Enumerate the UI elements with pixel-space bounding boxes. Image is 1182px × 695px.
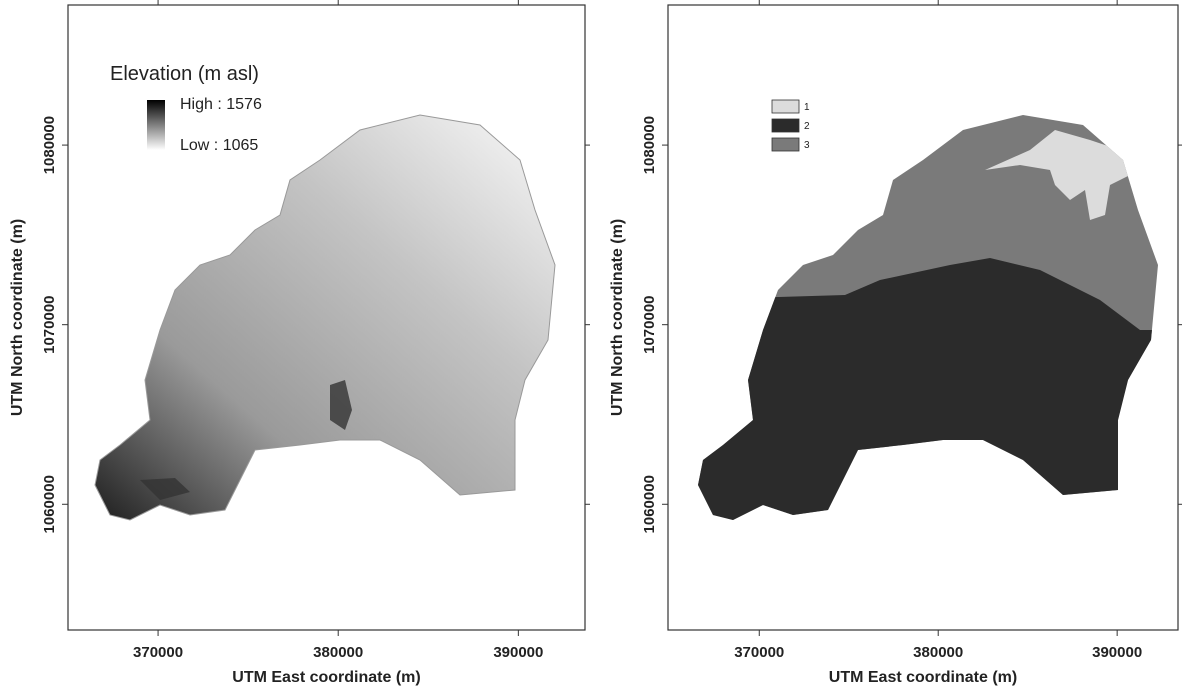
x-tick-label: 380000: [313, 644, 363, 661]
y-tick-label: 1080000: [41, 116, 58, 174]
legend-swatch: [772, 119, 799, 132]
y-axis-label: UTM North coordinate (m): [9, 219, 26, 416]
y-tick-label: 1070000: [641, 295, 658, 353]
legend-title: Elevation (m asl): [110, 63, 259, 85]
legend-swatch: [772, 100, 799, 113]
y-tick-label: 1060000: [641, 475, 658, 533]
y-tick-label: 1080000: [641, 116, 658, 174]
legend-label: 1: [804, 102, 810, 113]
legend-label: 2: [804, 121, 810, 132]
figure: 370000 380000 390000 1060000 1070000 1080000 U…: [0, 0, 1182, 690]
x-tick-label: 380000: [913, 644, 963, 661]
x-tick-label: 390000: [493, 644, 543, 661]
x-axis-label: UTM East coordinate (m): [232, 669, 420, 686]
legend-min: Low : 1065: [180, 137, 258, 154]
y-axis-label: UTM North coordinate (m): [609, 219, 626, 416]
legend-max: High : 1576: [180, 96, 262, 113]
legend-gradient: [147, 100, 165, 150]
x-tick-label: 390000: [1092, 644, 1142, 661]
x-tick-label: 370000: [734, 644, 784, 661]
x-axis-label: UTM East coordinate (m): [829, 669, 1017, 686]
class-map: [680, 100, 1180, 550]
y-tick-label: 1070000: [41, 295, 58, 353]
elevation-map: [95, 115, 555, 520]
x-tick-label: 370000: [133, 644, 183, 661]
legend-label: 3: [804, 140, 810, 151]
y-tick-label: 1060000: [41, 475, 58, 533]
legend-swatch: [772, 138, 799, 151]
